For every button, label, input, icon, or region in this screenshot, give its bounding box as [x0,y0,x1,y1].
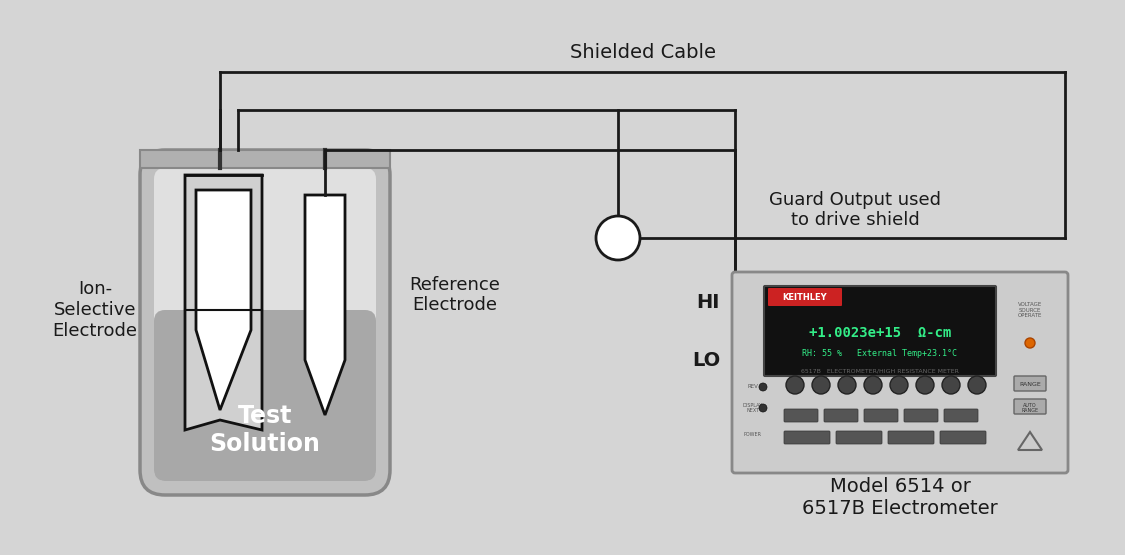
FancyBboxPatch shape [784,431,830,444]
Polygon shape [184,175,262,430]
FancyBboxPatch shape [154,310,376,481]
Text: Test
Solution: Test Solution [209,404,321,456]
Text: +1.0023e+15  Ω-cm: +1.0023e+15 Ω-cm [809,326,952,340]
Circle shape [596,216,640,260]
Text: HI: HI [696,292,720,311]
Text: Shielded Cable: Shielded Cable [569,43,716,62]
Text: Reference
Electrode: Reference Electrode [410,276,501,314]
Text: KEITHLEY: KEITHLEY [783,294,827,302]
Circle shape [786,376,804,394]
FancyBboxPatch shape [864,409,898,422]
Text: RH: 55 %   External Temp+23.1°C: RH: 55 % External Temp+23.1°C [802,349,957,357]
FancyBboxPatch shape [764,286,996,376]
Circle shape [1025,338,1035,348]
Text: VOLTAGE
SOURCE
OPERATE: VOLTAGE SOURCE OPERATE [1018,302,1042,319]
FancyBboxPatch shape [824,409,858,422]
FancyBboxPatch shape [768,288,842,306]
Text: REV: REV [747,385,758,390]
Circle shape [916,376,934,394]
Text: Ion-
Selective
Electrode: Ion- Selective Electrode [53,280,137,340]
FancyBboxPatch shape [904,409,938,422]
FancyBboxPatch shape [784,409,818,422]
Bar [140,150,390,168]
Text: Model 6514 or
6517B Electrometer: Model 6514 or 6517B Electrometer [802,477,998,517]
FancyBboxPatch shape [140,150,390,495]
Circle shape [759,383,767,391]
Polygon shape [305,195,345,415]
Text: LO: LO [692,351,720,370]
Circle shape [759,404,767,412]
Text: 6517B   ELECTROMETER/HIGH RESISTANCE METER: 6517B ELECTROMETER/HIGH RESISTANCE METER [801,369,958,374]
Circle shape [864,376,882,394]
Circle shape [890,376,908,394]
FancyBboxPatch shape [154,168,376,481]
Text: POWER: POWER [744,432,762,437]
FancyBboxPatch shape [1014,399,1046,414]
Circle shape [968,376,986,394]
FancyBboxPatch shape [732,272,1068,473]
FancyBboxPatch shape [944,409,978,422]
Text: DISPLAY
NEXT: DISPLAY NEXT [742,402,763,413]
Circle shape [942,376,960,394]
Circle shape [812,376,830,394]
FancyBboxPatch shape [888,431,934,444]
Text: AUTO
RANGE: AUTO RANGE [1022,402,1038,413]
FancyBboxPatch shape [836,431,882,444]
Text: Guard Output used
to drive shield: Guard Output used to drive shield [770,190,940,229]
Polygon shape [196,190,251,410]
FancyBboxPatch shape [940,431,986,444]
FancyBboxPatch shape [1014,376,1046,391]
Text: RANGE: RANGE [1019,382,1041,387]
Circle shape [838,376,856,394]
